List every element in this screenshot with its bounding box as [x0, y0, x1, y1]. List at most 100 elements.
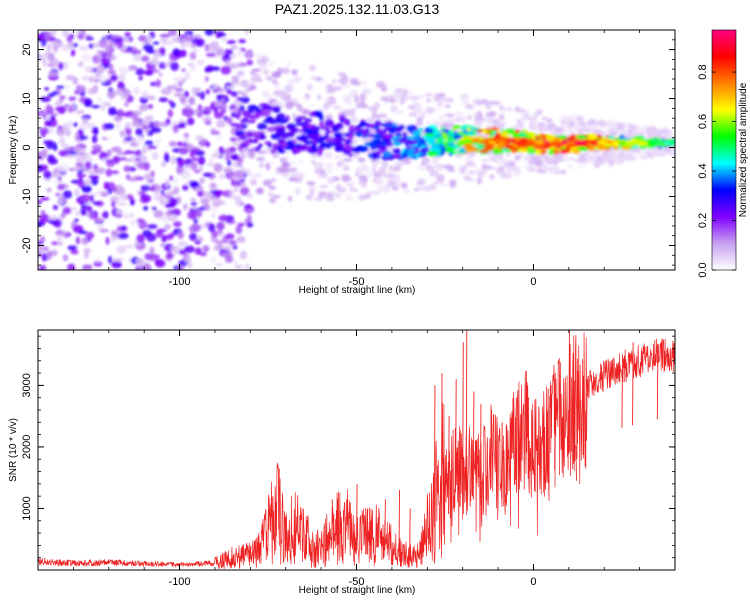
- spread-blob: [578, 154, 586, 163]
- spread-blob: [295, 172, 305, 179]
- noise-blob: [47, 92, 55, 98]
- spread-blob: [477, 110, 482, 117]
- noise-blob: [81, 238, 89, 245]
- noise-blob: [72, 165, 83, 171]
- noise-blob: [101, 212, 108, 218]
- noise-blob: [72, 122, 78, 127]
- spread-blob: [258, 161, 265, 169]
- noise-blob: [67, 245, 78, 251]
- snr-spike: [621, 354, 623, 428]
- noise-blob: [204, 75, 209, 83]
- noise-blob: [44, 119, 53, 127]
- noise-blob: [214, 190, 224, 196]
- noise-blob: [145, 35, 153, 44]
- noise-blob: [182, 184, 189, 191]
- noise-blob: [162, 234, 174, 240]
- noise-blob: [238, 39, 246, 44]
- spread-blob: [331, 79, 336, 85]
- noise-blob: [105, 159, 116, 167]
- noise-blob: [143, 161, 150, 171]
- noise-blob: [91, 144, 102, 151]
- noise-blob: [221, 252, 233, 256]
- ridge-blob: [577, 146, 586, 151]
- ridge-blob: [286, 123, 297, 131]
- noise-blob: [105, 236, 110, 245]
- snr-spike: [409, 508, 411, 561]
- spread-blob: [532, 156, 542, 162]
- noise-blob: [78, 135, 89, 140]
- noise-blob: [63, 198, 68, 204]
- spread-blob: [291, 69, 298, 76]
- noise-blob: [199, 206, 205, 211]
- spread-blob: [358, 194, 365, 202]
- spread-blob: [517, 153, 523, 158]
- noise-blob: [55, 192, 61, 197]
- spread-blob: [400, 91, 409, 96]
- noise-blob: [45, 104, 53, 113]
- noise-blob: [205, 65, 215, 72]
- spread-blob: [332, 86, 343, 91]
- spread-blob: [398, 158, 404, 167]
- noise-blob: [77, 180, 85, 188]
- noise-blob: [38, 53, 43, 59]
- ridge-blob: [335, 136, 346, 142]
- noise-blob: [195, 134, 205, 141]
- noise-blob: [146, 233, 157, 242]
- ridge-core-blob: [663, 141, 672, 145]
- noise-blob: [105, 168, 113, 177]
- ridge-blob: [406, 125, 415, 131]
- spread-blob: [467, 170, 477, 175]
- noise-blob: [131, 120, 143, 128]
- noise-blob: [84, 65, 94, 74]
- noise-blob: [205, 141, 211, 148]
- noise-blob: [199, 91, 205, 100]
- ridge-core-blob: [533, 143, 545, 147]
- spread-blob: [237, 62, 247, 67]
- spread-blob: [327, 98, 337, 106]
- ridge-blob: [382, 151, 392, 158]
- snr-spike: [501, 422, 503, 499]
- noise-blob: [190, 198, 197, 202]
- noise-blob: [147, 104, 153, 109]
- ridge-blob: [262, 106, 273, 110]
- noise-blob: [40, 210, 46, 215]
- noise-blob: [54, 100, 63, 106]
- spread-blob: [665, 146, 671, 153]
- noise-blob: [107, 69, 116, 75]
- spread-blob: [340, 83, 351, 89]
- noise-blob: [118, 74, 126, 81]
- noise-blob: [70, 49, 76, 57]
- noise-blob: [117, 80, 124, 85]
- noise-blob: [132, 87, 141, 95]
- y-tick-label: 0: [21, 144, 33, 150]
- spread-blob: [371, 165, 377, 174]
- noise-blob: [217, 200, 226, 205]
- noise-blob: [92, 201, 101, 205]
- ridge-blob: [466, 127, 471, 132]
- spread-blob: [403, 188, 411, 194]
- spread-blob: [380, 113, 388, 118]
- ridge-blob: [453, 145, 461, 150]
- noise-blob: [46, 43, 52, 53]
- spread-blob: [458, 166, 465, 171]
- spread-blob: [500, 107, 508, 112]
- noise-blob: [222, 245, 232, 251]
- spread-blob: [332, 177, 338, 182]
- noise-blob: [56, 234, 63, 243]
- spread-blob: [485, 117, 492, 122]
- noise-blob: [89, 211, 95, 220]
- noise-blob: [216, 242, 224, 250]
- spread-blob: [284, 84, 294, 93]
- noise-blob: [40, 96, 51, 103]
- noise-blob: [140, 184, 151, 192]
- noise-blob: [203, 111, 208, 115]
- ridge-core-blob: [617, 142, 626, 146]
- spread-blob: [410, 114, 421, 118]
- snr-spike: [398, 489, 401, 558]
- ridge-blob: [402, 135, 408, 143]
- noise-blob: [67, 120, 73, 129]
- noise-blob: [103, 123, 115, 130]
- ridge-blob: [425, 136, 436, 143]
- spread-blob: [433, 181, 441, 185]
- spread-blob: [279, 157, 289, 162]
